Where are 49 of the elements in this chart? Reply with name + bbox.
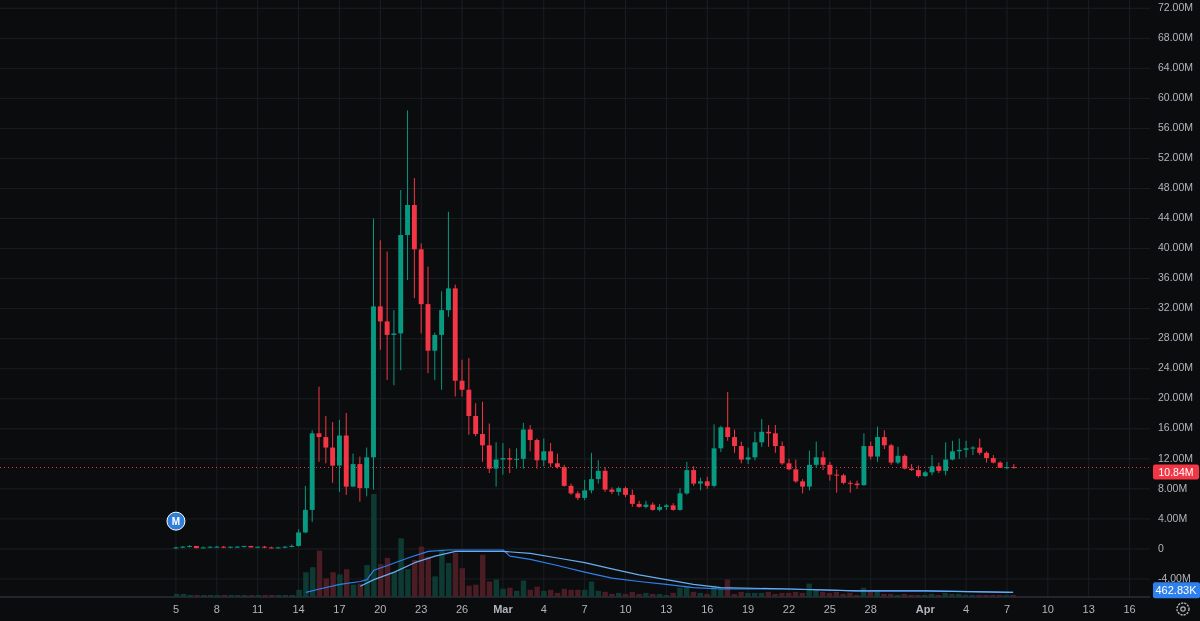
x-tick-label: 22 bbox=[782, 603, 796, 615]
y-tick-label: 72.00M bbox=[1158, 0, 1194, 13]
y-tick-label: 32.00M bbox=[1158, 301, 1194, 314]
x-tick-label: 17 bbox=[333, 603, 346, 615]
y-tick-label: 0 bbox=[1158, 541, 1164, 554]
y-tick-label: 4.00M bbox=[1158, 511, 1188, 524]
x-tick-label: 14 bbox=[292, 603, 305, 615]
y-tick-label: 28.00M bbox=[1158, 331, 1194, 344]
y-tick-label: 40.00M bbox=[1158, 241, 1194, 254]
y-tick-label: 68.00M bbox=[1158, 30, 1194, 43]
x-tick-label: 26 bbox=[455, 603, 469, 615]
x-tick-label: 28 bbox=[864, 603, 877, 615]
x-tick-label: Apr bbox=[915, 603, 936, 615]
x-tick-label: 13 bbox=[660, 603, 673, 615]
y-tick-label: 36.00M bbox=[1158, 271, 1194, 284]
y-tick-label: 12.00M bbox=[1158, 451, 1194, 464]
x-tick-label: 20 bbox=[374, 603, 387, 615]
x-tick-label: 23 bbox=[415, 603, 428, 615]
y-tick-label: 56.00M bbox=[1158, 121, 1194, 134]
ref-line-label: 10.84M bbox=[1158, 465, 1194, 478]
y-tick-label: 64.00M bbox=[1158, 61, 1194, 74]
x-tick-label: 7 bbox=[1003, 603, 1011, 615]
y-tick-label: 16.00M bbox=[1158, 421, 1194, 434]
x-tick-label: 7 bbox=[581, 603, 588, 615]
y-tick-label: 52.00M bbox=[1158, 151, 1194, 164]
bar bbox=[507, 587, 513, 597]
x-tick-label: 10 bbox=[1041, 603, 1054, 615]
y-tick-label: 48.00M bbox=[1158, 181, 1194, 194]
y-tick-label: 20.00M bbox=[1158, 391, 1194, 404]
y-tick-label: 8.00M bbox=[1158, 481, 1188, 494]
x-tick-label: 11 bbox=[251, 603, 264, 615]
x-tick-label: 19 bbox=[742, 603, 755, 615]
text: 462.83K bbox=[1155, 584, 1198, 597]
bar bbox=[337, 574, 343, 597]
y-tick-label: 44.00M bbox=[1158, 211, 1194, 224]
x-tick-label: Mar bbox=[493, 603, 514, 615]
x-tick-label: 4 bbox=[540, 603, 547, 615]
x-tick-label: 10 bbox=[619, 603, 632, 615]
x-tick-label: 13 bbox=[1082, 603, 1095, 615]
y-tick-label: -4.00M bbox=[1158, 571, 1191, 584]
x-tick-label: 16 bbox=[1123, 603, 1136, 615]
x-tick-label: 25 bbox=[823, 603, 836, 615]
y-tick-label: 60.00M bbox=[1158, 91, 1194, 104]
x-tick-label: 5 bbox=[172, 603, 180, 615]
x-tick-label: 8 bbox=[213, 603, 220, 615]
annotation: M bbox=[171, 515, 181, 527]
x-tick-label: 4 bbox=[963, 603, 970, 615]
x-tick-label: 16 bbox=[701, 603, 714, 615]
y-tick-label: 24.00M bbox=[1158, 361, 1194, 374]
